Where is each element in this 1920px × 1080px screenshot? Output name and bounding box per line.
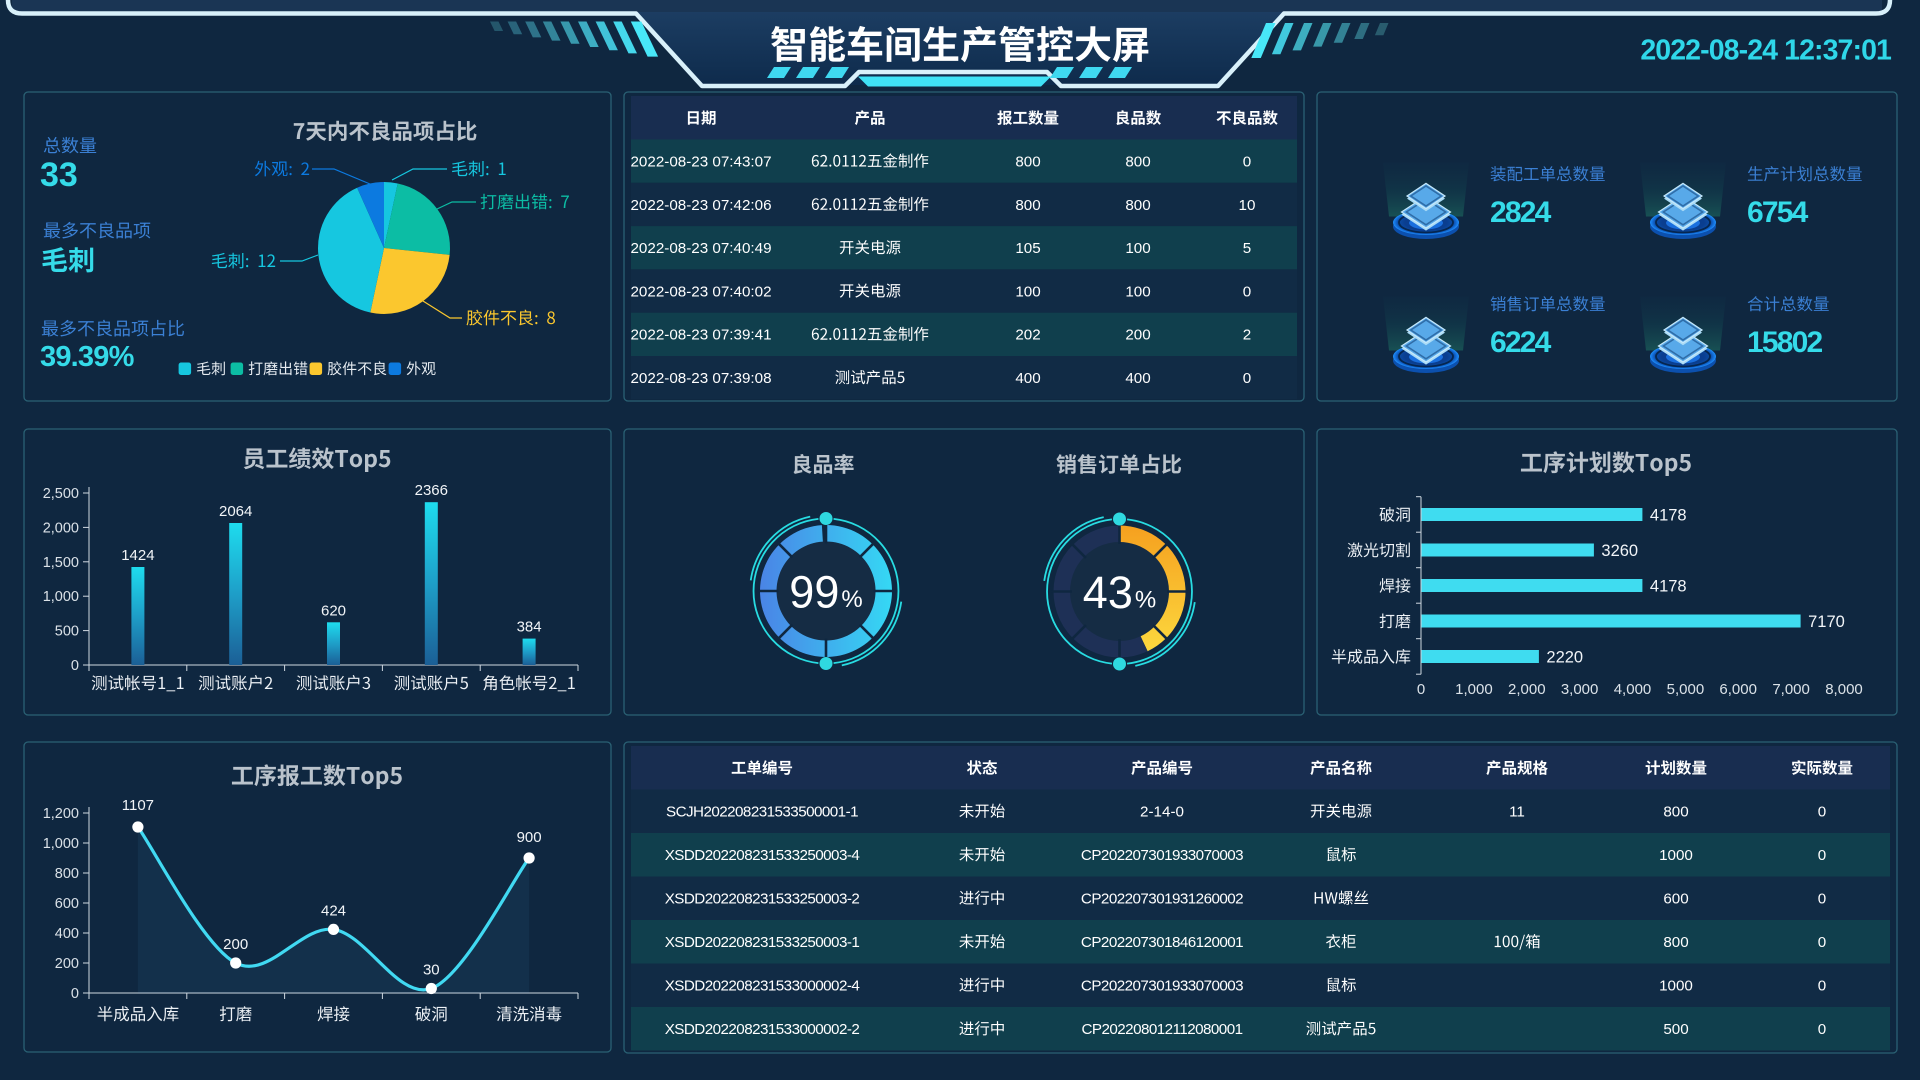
- svg-text:39.39%: 39.39%: [40, 341, 135, 373]
- svg-text:CP202208012112080001: CP202208012112080001: [1081, 1021, 1242, 1038]
- svg-text:XSDD202208231533250003-1: XSDD202208231533250003-1: [665, 934, 860, 951]
- svg-text:424: 424: [321, 902, 346, 919]
- svg-text:3,000: 3,000: [1561, 681, 1599, 698]
- svg-text:0: 0: [1818, 978, 1826, 995]
- svg-text:2,000: 2,000: [1508, 681, 1546, 698]
- svg-text:2022-08-23 07:39:41: 2022-08-23 07:39:41: [630, 327, 771, 344]
- svg-text:800: 800: [1663, 934, 1688, 951]
- svg-text:2022-08-23 07:43:07: 2022-08-23 07:43:07: [630, 154, 771, 171]
- svg-text:CP202207301933070003: CP202207301933070003: [1081, 847, 1243, 864]
- svg-text:100: 100: [1125, 283, 1150, 300]
- svg-text:0: 0: [1243, 370, 1251, 387]
- svg-text:620: 620: [321, 602, 346, 619]
- svg-text:33: 33: [40, 156, 78, 194]
- svg-text:600: 600: [1663, 891, 1688, 908]
- svg-text:4178: 4178: [1650, 507, 1687, 525]
- svg-text:1,000: 1,000: [43, 589, 79, 605]
- svg-text:0: 0: [1417, 681, 1425, 698]
- svg-text:XSDD202208231533250003-2: XSDD202208231533250003-2: [665, 891, 860, 908]
- svg-text:3260: 3260: [1601, 542, 1638, 560]
- svg-text:202: 202: [1015, 327, 1040, 344]
- svg-text:500: 500: [1663, 1021, 1688, 1038]
- svg-text:384: 384: [517, 619, 542, 636]
- svg-text:1,200: 1,200: [43, 806, 79, 822]
- svg-text:2022-08-23 07:39:08: 2022-08-23 07:39:08: [630, 370, 771, 387]
- svg-text:0: 0: [1818, 847, 1826, 864]
- svg-text:8,000: 8,000: [1825, 681, 1863, 698]
- svg-text:0: 0: [1818, 891, 1826, 908]
- svg-text:0: 0: [1243, 283, 1251, 300]
- svg-text:4,000: 4,000: [1614, 681, 1652, 698]
- svg-text:1107: 1107: [122, 797, 154, 814]
- svg-text:1424: 1424: [121, 547, 154, 564]
- svg-text:200: 200: [55, 956, 79, 972]
- svg-text:6,000: 6,000: [1719, 681, 1757, 698]
- svg-text:XSDD202208231533000002-4: XSDD202208231533000002-4: [665, 978, 860, 995]
- svg-text:43: 43: [1083, 567, 1133, 618]
- svg-text:CP202207301931260002: CP202207301931260002: [1081, 891, 1243, 908]
- svg-text:2,500: 2,500: [43, 486, 79, 502]
- svg-text:800: 800: [1125, 154, 1150, 171]
- svg-text:%: %: [1135, 587, 1156, 614]
- svg-text:800: 800: [1015, 154, 1040, 171]
- svg-text:CP202207301933070003: CP202207301933070003: [1081, 978, 1243, 995]
- svg-text:XSDD202208231533250003-4: XSDD202208231533250003-4: [665, 847, 860, 864]
- svg-text:800: 800: [55, 866, 79, 882]
- svg-text:1,000: 1,000: [43, 836, 79, 852]
- svg-text:2: 2: [1243, 327, 1251, 344]
- svg-text:105: 105: [1015, 240, 1040, 257]
- svg-text:XSDD202208231533000002-2: XSDD202208231533000002-2: [665, 1021, 860, 1038]
- svg-text:500: 500: [55, 624, 79, 640]
- svg-text:6754: 6754: [1747, 196, 1809, 229]
- svg-text:2064: 2064: [219, 503, 252, 520]
- svg-text:1,000: 1,000: [1455, 681, 1493, 698]
- svg-text:2,000: 2,000: [43, 520, 79, 536]
- svg-text:400: 400: [1015, 370, 1040, 387]
- svg-text:600: 600: [55, 896, 79, 912]
- svg-text:800: 800: [1015, 197, 1040, 214]
- svg-text:SCJH202208231533500001-1: SCJH202208231533500001-1: [666, 804, 858, 821]
- svg-text:800: 800: [1663, 804, 1688, 821]
- svg-text:2022-08-23 07:42:06: 2022-08-23 07:42:06: [630, 197, 771, 214]
- svg-text:1,500: 1,500: [43, 555, 79, 571]
- svg-text:2220: 2220: [1546, 649, 1583, 667]
- svg-text:800: 800: [1125, 197, 1150, 214]
- svg-text:100: 100: [1125, 240, 1150, 257]
- svg-text:0: 0: [71, 986, 79, 1002]
- svg-text:400: 400: [1125, 370, 1150, 387]
- svg-text:99: 99: [789, 567, 839, 618]
- svg-text:200: 200: [223, 936, 248, 953]
- svg-text:1000: 1000: [1659, 978, 1693, 995]
- svg-text:900: 900: [517, 829, 542, 846]
- svg-text:%: %: [841, 586, 862, 613]
- svg-text:15802: 15802: [1747, 326, 1823, 359]
- svg-text:2022-08-23 07:40:49: 2022-08-23 07:40:49: [630, 240, 771, 257]
- svg-text:0: 0: [1818, 804, 1826, 821]
- svg-text:6224: 6224: [1490, 326, 1552, 359]
- svg-text:11: 11: [1509, 804, 1525, 821]
- svg-text:2022-08-24 12:37:01: 2022-08-24 12:37:01: [1640, 35, 1892, 67]
- svg-text:2366: 2366: [415, 482, 448, 499]
- svg-text:30: 30: [423, 962, 440, 979]
- svg-text:0: 0: [71, 658, 79, 674]
- svg-text:5,000: 5,000: [1667, 681, 1705, 698]
- svg-text:400: 400: [55, 926, 79, 942]
- svg-text:7,000: 7,000: [1772, 681, 1810, 698]
- svg-text:5: 5: [1243, 240, 1251, 257]
- svg-text:2824: 2824: [1490, 196, 1552, 229]
- svg-text:100: 100: [1015, 283, 1040, 300]
- svg-text:CP202207301846120001: CP202207301846120001: [1081, 934, 1243, 951]
- svg-text:200: 200: [1125, 327, 1150, 344]
- svg-text:0: 0: [1818, 934, 1826, 951]
- svg-text:0: 0: [1243, 154, 1251, 171]
- svg-text:4178: 4178: [1650, 578, 1687, 596]
- svg-text:1000: 1000: [1659, 847, 1693, 864]
- svg-text:2-14-0: 2-14-0: [1140, 804, 1184, 821]
- svg-text:10: 10: [1239, 197, 1256, 214]
- svg-text:2022-08-23 07:40:02: 2022-08-23 07:40:02: [630, 283, 771, 300]
- svg-text:0: 0: [1818, 1021, 1826, 1038]
- svg-text:7170: 7170: [1808, 613, 1845, 631]
